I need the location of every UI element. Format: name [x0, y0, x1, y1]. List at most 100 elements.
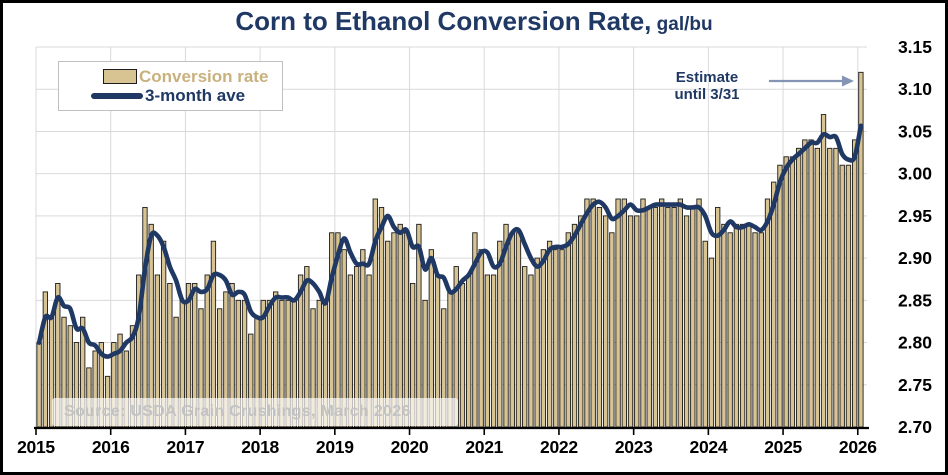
legend-item-conversion-rate: Conversion rate: [67, 67, 276, 86]
bar-conversion-rate: [559, 249, 565, 428]
x-tick-label: 2020: [391, 437, 429, 457]
bar-conversion-rate: [659, 198, 665, 428]
y-tick-label: 2.90: [898, 248, 932, 268]
bar-conversion-rate: [621, 198, 627, 428]
y-tick-label: 3.05: [898, 121, 932, 141]
bar-conversion-rate: [459, 282, 466, 428]
estimate-annotation: Estimate until 3/31: [641, 69, 773, 103]
bar-conversion-rate: [615, 198, 621, 428]
bar-conversion-rate: [546, 240, 553, 428]
chart-title-main: Corn to Ethanol Conversion Rate,: [235, 6, 652, 36]
bar-conversion-rate: [758, 232, 764, 428]
y-tick-label: 2.80: [898, 333, 932, 353]
y-tick-label: 2.70: [898, 417, 932, 437]
bar-conversion-rate: [702, 240, 708, 428]
bar-conversion-rate: [515, 232, 522, 428]
trend-line-3-month-ave: [36, 123, 864, 359]
bar-conversion-rate: [484, 274, 490, 428]
bar-conversion-rate: [733, 223, 740, 428]
bar-conversion-rate: [814, 147, 820, 428]
bar-conversion-rate: [746, 223, 752, 428]
bar-conversion-rate: [640, 198, 646, 428]
bar-conversion-rate: [466, 274, 472, 428]
y-tick-label: 3.15: [898, 37, 932, 57]
x-tick-label: 2019: [316, 437, 354, 457]
bar-conversion-rate: [565, 232, 571, 428]
legend-line-swatch: [91, 92, 143, 99]
legend: Conversion rate 3-month ave: [58, 61, 283, 111]
bar-conversion-rate: [820, 114, 827, 428]
x-tick-label: 2017: [167, 437, 205, 457]
bar-conversion-rate: [802, 139, 808, 428]
bar-conversion-rate: [677, 198, 684, 428]
bar-conversion-rate: [36, 342, 42, 428]
y-tick-label: 2.95: [898, 206, 932, 226]
bar-conversion-rate: [783, 156, 789, 428]
y-tick-label: 2.85: [898, 290, 932, 310]
chart-canvas: 2015 2016 2017 2018 2019 2020 2021 2022 2023 2024…: [17, 37, 932, 457]
bar-conversion-rate: [142, 206, 148, 428]
bar-conversion-rate: [808, 139, 814, 428]
bar-conversion-rate: [715, 206, 721, 428]
bar-conversion-rate: [590, 198, 596, 428]
bar-conversion-rate: [596, 206, 603, 428]
bar-conversion-rate: [478, 249, 484, 428]
legend-label-3-month-ave: 3-month ave: [145, 85, 246, 105]
y-tick-label: 2.75: [898, 375, 932, 395]
y-tick-label: 3.10: [898, 79, 932, 99]
x-tick-label: 2022: [540, 437, 578, 457]
chart-title: Corn to Ethanol Conversion Rate, gal/bu: [3, 6, 945, 37]
estimate-arrow-head: [842, 75, 854, 87]
x-tick-label: 2024: [690, 437, 728, 457]
bar-conversion-rate: [795, 147, 802, 428]
bar-conversion-rate: [397, 223, 403, 428]
bar-conversion-rate: [553, 249, 559, 428]
bar-conversion-rate: [839, 164, 845, 428]
estimate-annotation-line1: Estimate: [675, 69, 739, 86]
bar-conversion-rate: [578, 215, 584, 428]
bar-conversion-rate: [42, 291, 48, 428]
bar-conversion-rate: [602, 215, 609, 428]
x-tick-label: 2023: [615, 437, 653, 457]
y-tick-label: 3.00: [898, 164, 932, 184]
bar-conversion-rate: [708, 257, 715, 428]
estimate-annotation-line2: until 3/31: [674, 86, 740, 103]
bar-conversion-rate: [148, 223, 154, 428]
bar-conversion-rate: [690, 206, 696, 428]
bar-conversion-rate: [727, 232, 733, 428]
x-tick-label: 2021: [465, 437, 503, 457]
bar-conversion-rate: [534, 257, 540, 428]
bar-conversion-rate: [683, 215, 690, 428]
bar-conversion-rate: [764, 198, 771, 428]
legend-label-conversion-rate: Conversion rate: [139, 66, 269, 86]
bar-conversion-rate: [652, 206, 659, 428]
bar-conversion-rate: [627, 215, 634, 428]
bar-conversion-rate: [671, 206, 677, 428]
bar-conversion-rate: [540, 249, 547, 428]
bar-conversion-rate: [752, 232, 758, 428]
x-tick-label: 2018: [241, 437, 279, 457]
bar-conversion-rate: [528, 274, 534, 428]
bar-conversion-rate: [833, 147, 839, 428]
x-tick-label: 2015: [17, 437, 55, 457]
bar-conversion-rate: [522, 266, 528, 428]
source-note: Source: USDA Grain Crushings, March 2026: [52, 398, 458, 426]
x-tick-label: 2016: [92, 437, 130, 457]
bar-conversion-rate: [609, 232, 615, 428]
bar-conversion-rate: [634, 215, 640, 428]
bar-conversion-rate: [497, 240, 503, 428]
bar-conversion-rate: [739, 223, 746, 428]
bar-conversion-rate: [378, 206, 385, 428]
bar-conversion-rate: [845, 164, 852, 428]
bar-conversion-rate: [584, 198, 590, 428]
bar-conversion-rate: [777, 164, 783, 428]
chart-title-unit: gal/bu: [651, 14, 713, 35]
x-tick-label: 2026: [839, 437, 877, 457]
bar-conversion-rate: [646, 206, 652, 428]
bar-conversion-rate: [789, 156, 796, 428]
legend-bar-swatch: [103, 69, 137, 84]
bar-conversion-rate: [827, 147, 833, 428]
bar-conversion-rate: [721, 223, 727, 428]
x-tick-label: 2025: [764, 437, 802, 457]
